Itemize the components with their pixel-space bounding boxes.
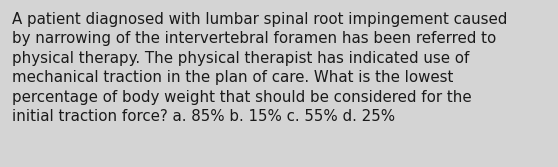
Text: A patient diagnosed with lumbar spinal root impingement caused
by narrowing of t: A patient diagnosed with lumbar spinal r… [12, 12, 508, 124]
